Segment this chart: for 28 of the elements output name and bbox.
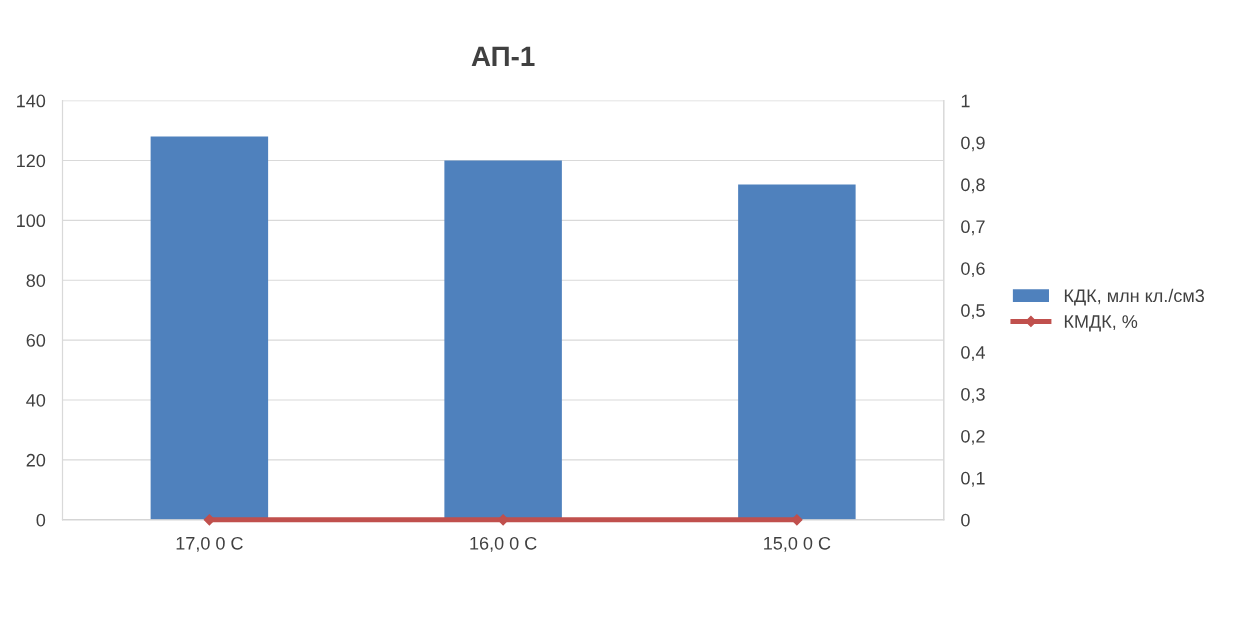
bar	[738, 184, 856, 520]
y-tick-label: 20	[26, 453, 46, 467]
x-tick-label: 15,0 0 C	[764, 536, 831, 552]
chart-title: АП-1	[471, 46, 535, 66]
x-tick-label: 16,0 0 C	[470, 536, 537, 552]
y-tick-label: 120	[17, 154, 46, 168]
legend-label: КМДК, %	[1064, 315, 1138, 332]
y-tick-label: 40	[26, 393, 46, 407]
y2-tick-label: 0,5	[961, 304, 985, 320]
y2-tick-label: 0,8	[961, 178, 985, 194]
y2-tick-label: 0,7	[961, 220, 985, 236]
x-tick-label: 17,0 0 C	[176, 536, 243, 552]
y-tick-label: 0	[36, 513, 46, 527]
y-tick-label: 100	[17, 214, 46, 228]
y2-tick-label: 1	[961, 94, 970, 108]
y2-tick-label: 0,3	[961, 387, 985, 403]
bar	[444, 160, 562, 520]
y-tick-label: 60	[26, 334, 46, 347]
y2-tick-label: 0,2	[961, 429, 985, 445]
y2-tick-label: 0,6	[961, 262, 985, 278]
y2-tick-label: 0,1	[961, 471, 985, 487]
y2-tick-label: 0,9	[961, 136, 985, 152]
y-tick-label: 80	[26, 274, 46, 287]
y2-tick-label: 0	[961, 513, 970, 527]
y2-tick-label: 0,4	[961, 346, 985, 361]
y-tick-label: 140	[17, 94, 46, 108]
bar	[150, 136, 269, 520]
legend-label: КДК, млн кл./см3	[1064, 288, 1205, 306]
